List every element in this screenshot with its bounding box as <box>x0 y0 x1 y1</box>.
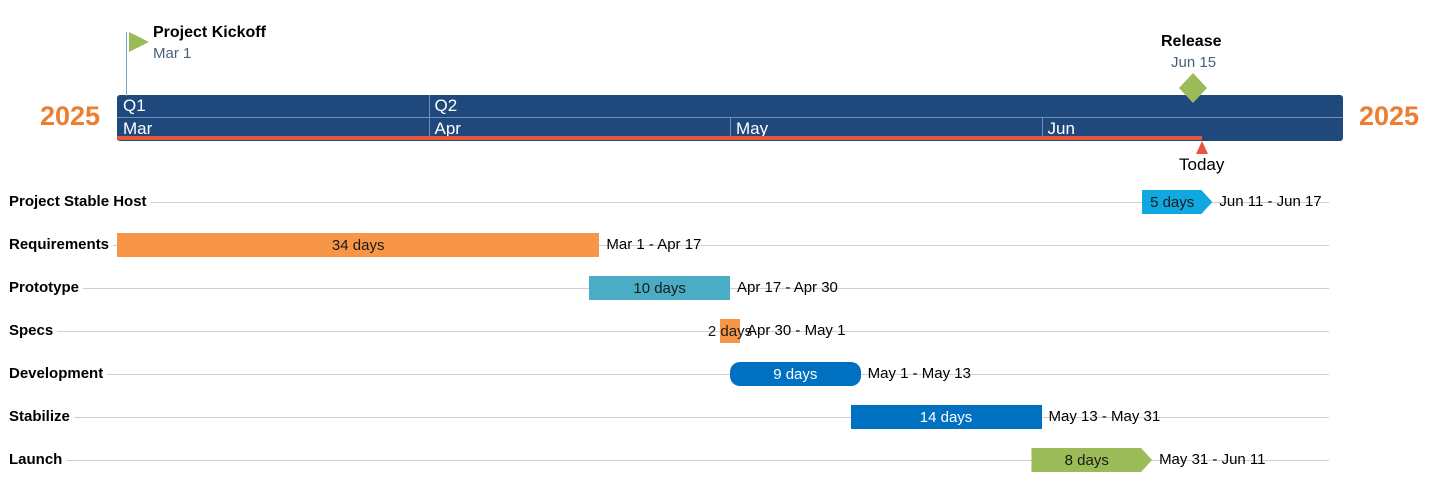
task-duration-label: 14 days <box>919 408 973 426</box>
task-duration-label: 8 days <box>1064 451 1109 469</box>
task-name-label: Requirements <box>9 236 114 253</box>
task-duration-label: 9 days <box>773 365 818 383</box>
quarter-label: Q2 <box>434 96 458 115</box>
task-bar: 8 days <box>1031 448 1153 472</box>
milestone-date: Jun 15 <box>1171 54 1217 71</box>
task-guide-line <box>9 245 1329 246</box>
diamond-icon <box>1179 73 1207 103</box>
task-bar: 10 days <box>589 276 730 300</box>
task-date-range: Jun 11 - Jun 17 <box>1219 193 1322 210</box>
kickoff-flag-pole <box>126 32 127 96</box>
task-bar: 5 days <box>1142 190 1213 214</box>
task-bar: 9 days <box>730 362 861 386</box>
quarter-divider <box>428 95 430 117</box>
task-name-label: Project Stable Host <box>9 193 151 210</box>
task-date-range: May 31 - Jun 11 <box>1159 451 1266 468</box>
task-guide-line <box>9 202 1329 203</box>
month-divider <box>1041 117 1043 136</box>
flag-icon <box>129 32 149 52</box>
task-name-label: Stabilize <box>9 408 74 425</box>
quarter-label: Q1 <box>123 96 146 115</box>
task-guide-line <box>9 374 1329 375</box>
task-date-range: May 1 - May 13 <box>867 365 971 382</box>
task-name-label: Launch <box>9 451 67 468</box>
task-guide-line <box>9 331 1329 332</box>
task-name-label: Development <box>9 365 108 382</box>
milestone-date: Mar 1 <box>153 45 192 62</box>
task-date-range: May 13 - May 31 <box>1048 408 1161 425</box>
task-guide-line <box>9 417 1329 418</box>
today-marker-icon <box>1196 141 1208 154</box>
today-progress-line <box>117 136 1202 140</box>
task-bar: 34 days <box>117 233 600 257</box>
milestone-title: Release <box>1161 33 1222 50</box>
month-label: Jun <box>1047 119 1075 138</box>
month-label: May <box>736 119 769 138</box>
today-label: Today <box>1179 155 1225 174</box>
year-label-right: 2025 <box>1359 101 1420 131</box>
task-date-range: Mar 1 - Apr 17 <box>606 236 702 253</box>
release-diamond-shape <box>1179 73 1207 103</box>
month-label: Apr <box>434 119 461 138</box>
year-label-left: 2025 <box>40 101 101 131</box>
month-label: Mar <box>123 119 153 138</box>
milestone-title: Project Kickoff <box>153 24 266 41</box>
task-name-label: Prototype <box>9 279 84 296</box>
month-divider <box>730 117 731 136</box>
task-date-range: Apr 30 - May 1 <box>747 322 846 339</box>
kickoff-flag-shape <box>129 32 149 52</box>
task-date-range: Apr 17 - Apr 30 <box>737 279 838 296</box>
month-divider <box>428 117 430 136</box>
task-duration-label: 34 days <box>331 236 385 254</box>
task-duration-label: 5 days <box>1150 193 1195 211</box>
task-guide-line <box>9 460 1329 461</box>
task-name-label: Specs <box>9 322 58 339</box>
task-bar: 2 days <box>708 319 752 343</box>
task-bar: 14 days <box>850 405 1042 429</box>
task-duration-label: 10 days <box>633 279 686 297</box>
task-duration-label: 2 days <box>707 322 753 340</box>
